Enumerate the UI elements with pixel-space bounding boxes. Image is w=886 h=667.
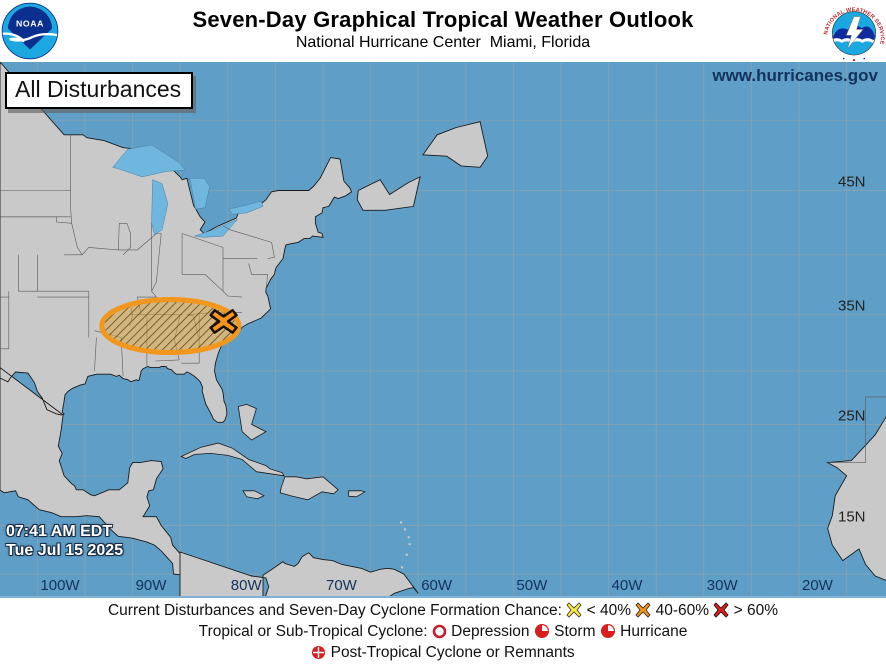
- svg-text:50W: 50W: [516, 577, 548, 594]
- svg-text:30W: 30W: [707, 577, 739, 594]
- svg-text:15N: 15N: [838, 509, 866, 526]
- svg-text:40W: 40W: [612, 577, 644, 594]
- svg-text:60W: 60W: [421, 577, 453, 594]
- svg-text:25N: 25N: [838, 407, 866, 424]
- svg-text:90W: 90W: [136, 577, 168, 594]
- svg-text:70W: 70W: [326, 577, 358, 594]
- svg-text:20W: 20W: [802, 577, 834, 594]
- svg-text:45N: 45N: [838, 174, 866, 191]
- svg-text:NOAA: NOAA: [16, 18, 44, 28]
- svg-text:100W: 100W: [40, 577, 80, 594]
- svg-text:80W: 80W: [231, 577, 263, 594]
- svg-text:35N: 35N: [838, 298, 866, 315]
